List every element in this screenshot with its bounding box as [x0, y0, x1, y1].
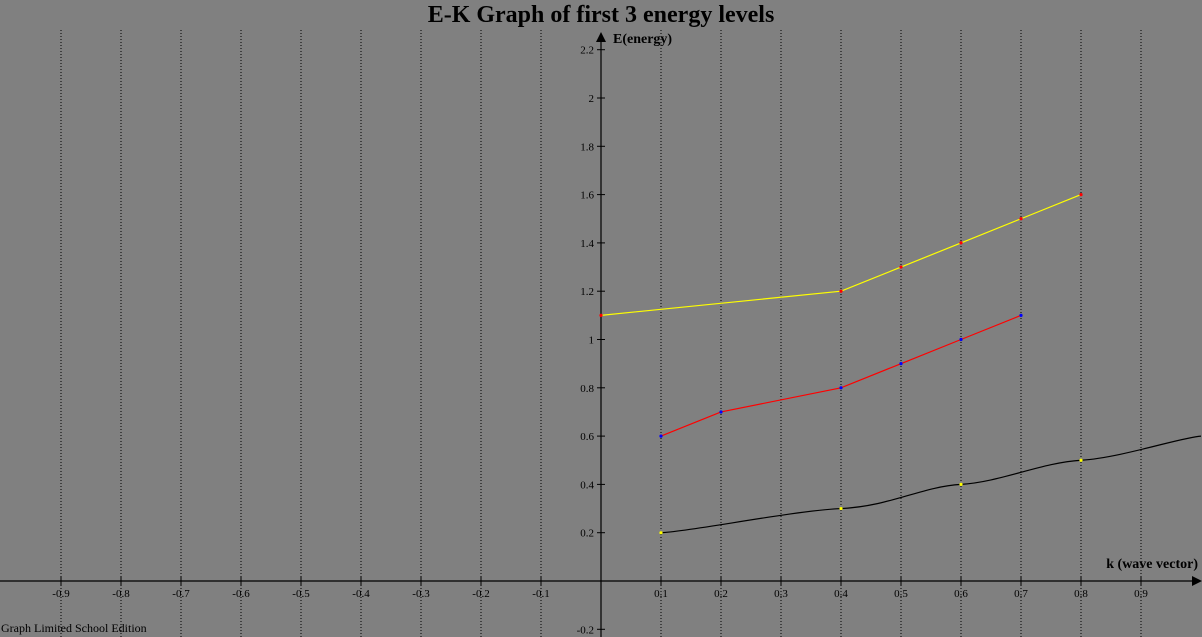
y-tick-label: 1.4	[580, 238, 594, 250]
data-point	[839, 506, 843, 511]
x-tick-label: -0.2	[472, 588, 489, 600]
y-tick-label: 0.2	[580, 528, 594, 540]
data-point	[899, 362, 903, 366]
data-series	[599, 193, 1202, 535]
x-tick-label: -0.8	[112, 588, 130, 600]
chart-title: E-K Graph of first 3 energy levels	[427, 2, 775, 28]
y-tick-label: 0.8	[580, 383, 594, 395]
series-3	[599, 193, 1083, 317]
grid-lines	[60, 30, 1142, 637]
data-point	[959, 241, 963, 245]
y-tick-label: 1.2	[580, 286, 594, 298]
x-tick-label: -0.1	[532, 588, 549, 600]
y-tick-label: 0.4	[580, 479, 594, 491]
x-tick-label: 0.2	[714, 588, 728, 600]
x-tick-label: -0.6	[232, 588, 250, 600]
data-point	[1019, 313, 1023, 317]
series-1	[659, 435, 1202, 535]
series-line	[600, 194, 1082, 316]
data-point	[959, 482, 963, 486]
y-tick-label: 1.8	[580, 141, 594, 153]
x-tick-label: 0.3	[774, 588, 788, 600]
x-tick-label: -0.5	[292, 588, 310, 600]
x-tick-label: -0.9	[52, 588, 70, 600]
y-tick-label: 1	[589, 335, 595, 347]
x-tick-label: -0.7	[172, 588, 190, 600]
data-point	[1079, 458, 1083, 462]
y-tick-label: -0.2	[577, 624, 594, 636]
y-tick-label: 1.6	[580, 190, 594, 202]
x-tick-label: 0.6	[954, 588, 968, 600]
x-axis-label: k (wave vector)	[1106, 557, 1198, 572]
y-tick-label: 2	[589, 93, 595, 105]
series-line	[660, 435, 1202, 534]
data-point	[959, 337, 963, 342]
y-axis-label: E(energy)	[613, 32, 673, 47]
tick-marks: -0.9 -0.8 -0.7 -0.6 -0.5 -0.4 -0.3 -0.2 -0.1 0.1 0…	[52, 45, 1148, 637]
x-tick-label: -0.4	[352, 588, 370, 600]
axes	[0, 32, 1202, 637]
data-point	[1079, 193, 1083, 197]
data-point	[719, 410, 723, 414]
series-2	[659, 313, 1023, 438]
data-point	[659, 531, 663, 535]
x-tick-label: 0.8	[1074, 588, 1088, 600]
data-point	[899, 265, 903, 269]
data-point	[839, 386, 843, 390]
x-tick-label: 0.5	[894, 588, 908, 600]
y-tick-label: 2.2	[580, 45, 594, 57]
data-point	[1019, 217, 1023, 221]
x-axis-arrow-icon	[1192, 576, 1202, 586]
x-tick-label: 0.4	[834, 588, 848, 600]
y-axis-arrow-icon	[596, 32, 606, 42]
footer-text: Graph Limited School Edition	[1, 621, 147, 635]
x-tick-label: 0.9	[1134, 588, 1148, 600]
x-tick-label: -0.3	[412, 588, 430, 600]
x-tick-label: 0.7	[1014, 588, 1028, 600]
data-point	[599, 313, 603, 317]
x-tick-label: 0.1	[654, 588, 668, 600]
y-tick-label: 0.6	[580, 431, 594, 443]
data-point	[659, 434, 663, 438]
data-point	[839, 289, 843, 293]
series-line	[660, 314, 1022, 437]
